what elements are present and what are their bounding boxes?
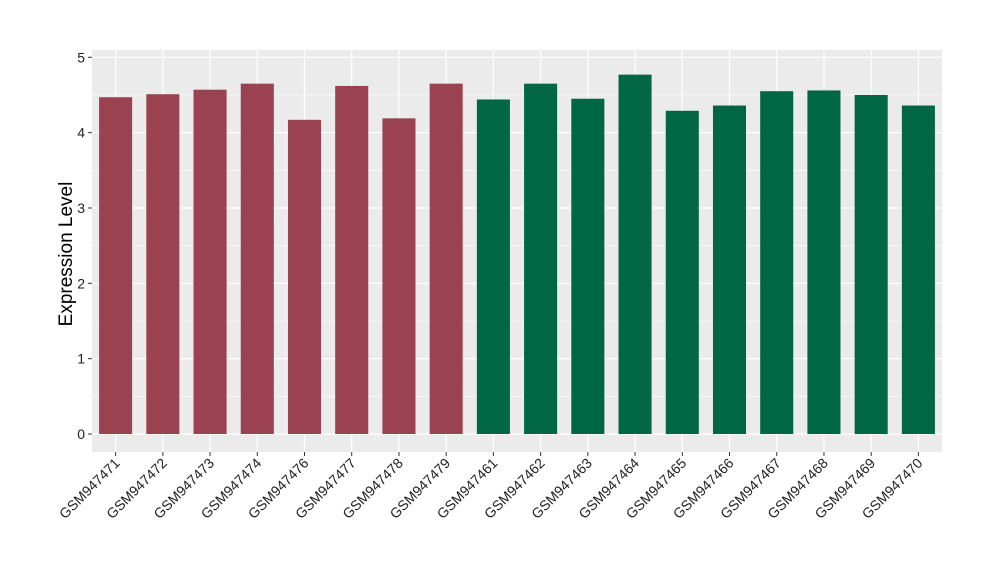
plot-panel (92, 50, 942, 452)
y-axis: 0 1 2 3 4 5 (77, 49, 92, 442)
bar-GSM947466 (712, 105, 747, 434)
bar-GSM947479 (429, 83, 463, 434)
bar-GSM947468 (807, 90, 841, 435)
bar-GSM947461 (476, 99, 510, 434)
y-tick-label: 3 (77, 200, 85, 216)
bar-GSM947462 (524, 83, 558, 434)
bar-GSM947478 (382, 118, 416, 434)
bar-GSM947465 (665, 110, 699, 435)
y-tick-label: 4 (77, 125, 85, 141)
bar-GSM947472 (146, 94, 180, 434)
bar-GSM947470 (901, 105, 935, 434)
bars (99, 74, 935, 435)
bar-GSM947464 (618, 74, 652, 434)
bar-GSM947467 (760, 91, 794, 434)
y-tick-label: 5 (77, 49, 85, 65)
bar-GSM947471 (99, 97, 133, 435)
bar-GSM947473 (193, 89, 227, 434)
y-tick-label: 2 (77, 275, 85, 291)
bar-GSM947474 (240, 83, 274, 434)
y-axis-title: Expression Level (56, 182, 77, 327)
bar-GSM947477 (335, 85, 369, 434)
bar-GSM947469 (854, 94, 888, 434)
x-axis: GSM947471GSM947472GSM947473GSM947474GSM9… (56, 452, 926, 522)
y-tick-label: 0 (77, 426, 85, 442)
bar-GSM947463 (571, 98, 605, 434)
y-tick-label: 1 (77, 351, 85, 367)
bar-GSM947476 (287, 119, 322, 434)
